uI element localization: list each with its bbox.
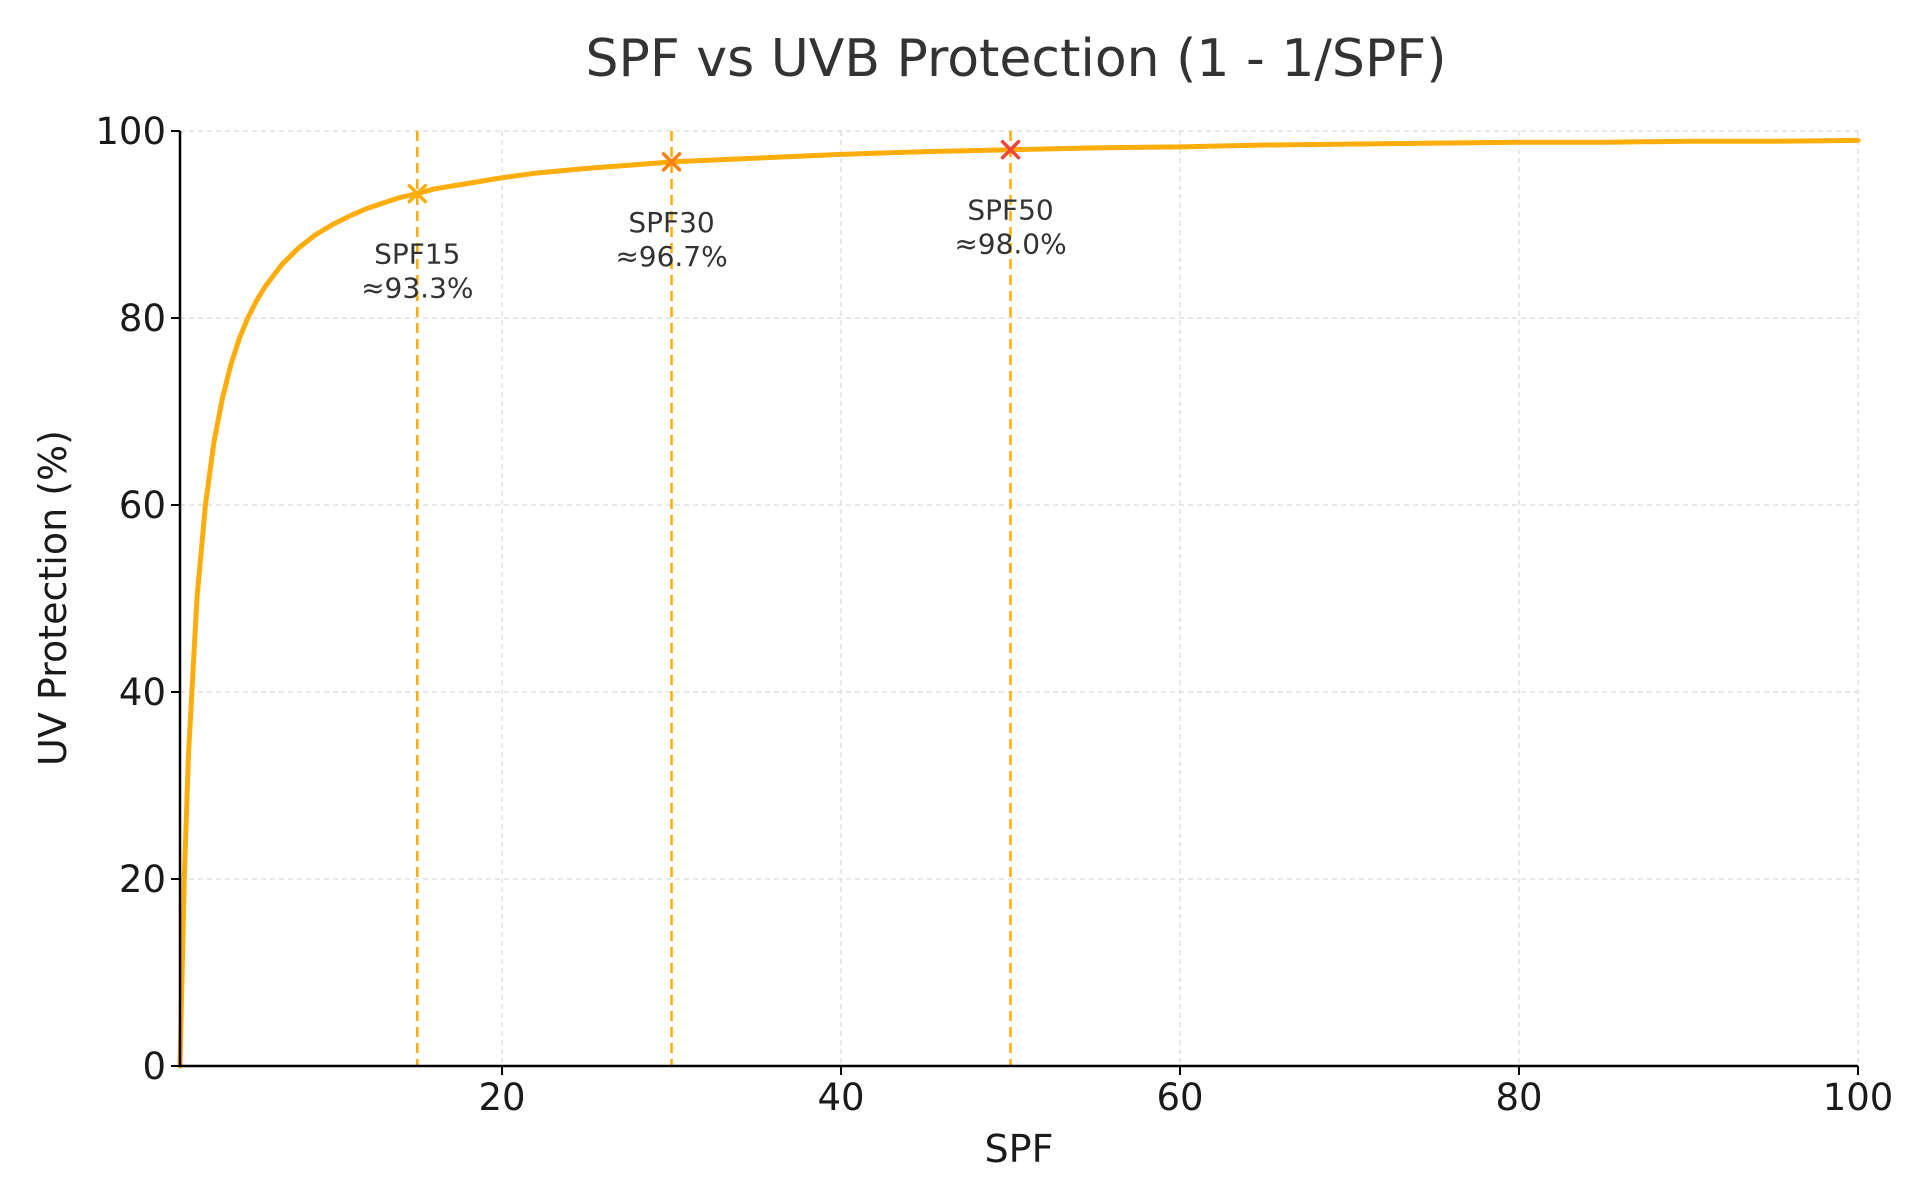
ticks: 20 40 60 80 100 0 20 40 60 80 100 — [95, 110, 1893, 1119]
annotation-value: ≈98.0% — [954, 228, 1066, 261]
data-point-marker — [1000, 139, 1021, 160]
series-line — [177, 137, 1861, 1069]
annotations: SPF15≈93.3% SPF30≈96.7% SPF50≈98.0% — [361, 194, 1067, 305]
annotation-label: SPF15 — [374, 238, 460, 271]
data-point-marker — [407, 183, 428, 204]
x-tick-label: 40 — [817, 1076, 864, 1119]
x-tick-label: 80 — [1495, 1076, 1542, 1119]
x-tick-label: 20 — [478, 1076, 525, 1119]
reference-lines — [415, 131, 1012, 1066]
marker-stroke — [407, 183, 428, 204]
curve-group — [177, 137, 1861, 1069]
y-tick-label: 0 — [142, 1045, 166, 1088]
x-tick-label: 100 — [1823, 1076, 1894, 1119]
data-point-marker — [661, 152, 682, 172]
x-axis-title: SPF — [985, 1127, 1054, 1171]
y-tick-label: 20 — [119, 858, 166, 901]
y-axis-title: UV Protection (%) — [31, 430, 75, 766]
annotation-value: ≈93.3% — [361, 272, 473, 305]
annotation-value: ≈96.7% — [615, 240, 727, 273]
annotation-label: SPF50 — [967, 194, 1053, 227]
annotation-label: SPF30 — [628, 206, 714, 239]
x-tick-label: 60 — [1156, 1076, 1203, 1119]
chart-title: SPF vs UVB Protection (1 - 1/SPF) — [586, 29, 1447, 89]
y-tick-label: 60 — [119, 484, 166, 527]
y-tick-label: 100 — [95, 110, 166, 153]
marker-stroke — [661, 152, 682, 172]
markers — [407, 139, 1021, 204]
y-tick-label: 80 — [119, 297, 166, 340]
y-tick-label: 40 — [119, 671, 166, 714]
marker-stroke — [1000, 139, 1021, 160]
